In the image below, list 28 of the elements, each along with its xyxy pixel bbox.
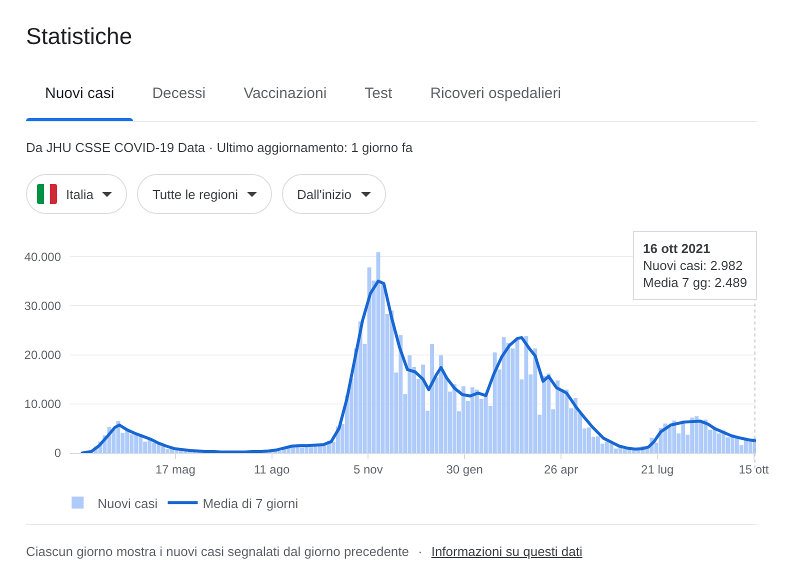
text: Vaccinazioni: [244, 85, 327, 102]
chart-subtitle: Da JHU CSSE COVID-19 Data · Ultimo aggiornamento: 1 giorno fa: [26, 139, 413, 157]
x-tick-label: 17 mag: [155, 462, 196, 476]
dropdown-button: Dall'inizio: [282, 174, 386, 214]
text: Test: [364, 85, 392, 102]
x-tick-label: 26 apr: [544, 462, 578, 476]
text: Nuovi casi: [45, 85, 114, 102]
dropdown-button: Tutte le regioni: [137, 174, 272, 214]
legend-label: Nuovi casi: [98, 496, 158, 511]
x-tick-label: 11 ago: [254, 462, 290, 476]
x-tick-label: 21 lug: [641, 462, 674, 476]
y-tick-label: 40.000: [24, 250, 62, 264]
chart-title: Statistiche: [26, 22, 132, 51]
x-tick-label: 15 ott: [738, 462, 770, 476]
annotation: 16 ott 2021 Nuovi casi: 2.982 Media 7 gg: 2.489: [643, 241, 748, 290]
y-tick-label: 30.000: [24, 298, 62, 313]
text: Informazioni su questi dati: [431, 543, 582, 561]
text: Decessi: [152, 85, 206, 102]
text: ·: [418, 543, 422, 561]
text: Ciascun giorno mostra i nuovi casi segnalati dal giorno precedente: [26, 543, 409, 561]
y-tick-label: 20.000: [24, 348, 62, 362]
y-tick-label: 10.000: [24, 397, 62, 412]
dropdown-button: Italia: [26, 174, 128, 214]
x-tick-label: 30 gen: [446, 462, 483, 476]
y-tick-label: 0: [54, 446, 62, 460]
x-tick-label: 5 nov: [353, 462, 383, 476]
text: Ricoveri ospedalieri: [430, 85, 562, 102]
legend-label: Media di 7 giorni: [202, 496, 298, 511]
